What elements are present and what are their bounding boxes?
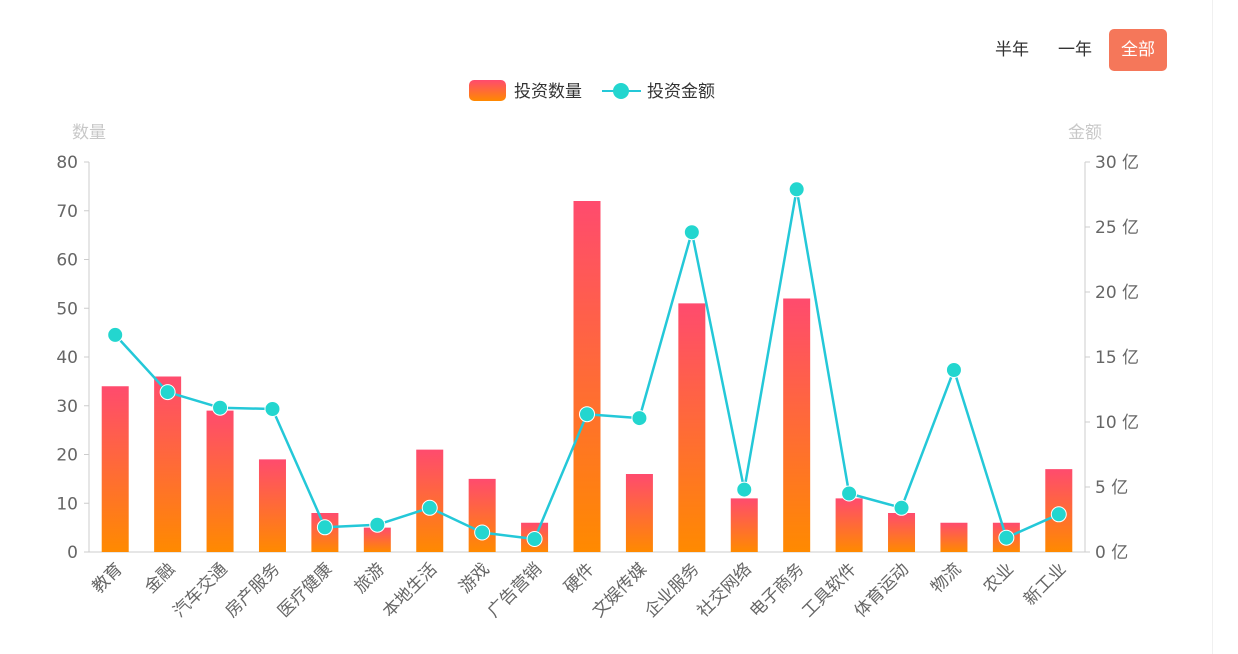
- amount-point: [264, 401, 281, 417]
- amount-point: [107, 326, 124, 343]
- x-tick-label: 新工业: [1020, 559, 1070, 609]
- tab-all[interactable]: 全部: [1109, 29, 1167, 71]
- bar: [783, 298, 811, 552]
- amount-point: [159, 384, 176, 401]
- x-tick-label: 企业服务: [641, 559, 703, 621]
- bar: [940, 522, 968, 552]
- left-tick-label: 60: [56, 251, 78, 271]
- legend-label-count: 投资数量: [514, 82, 582, 102]
- amount-point: [316, 519, 333, 536]
- period-tabs: 半年 一年 全部: [978, 29, 1167, 71]
- amount-point: [841, 485, 858, 502]
- x-tick-label: 广告营销: [484, 559, 546, 621]
- right-axis-name: 金额: [1068, 123, 1102, 143]
- bar: [206, 410, 234, 552]
- x-tick-label: 游戏: [456, 559, 494, 597]
- line-series: [107, 181, 1067, 547]
- amount-point: [212, 399, 229, 416]
- right-tick-label: 15 亿: [1095, 348, 1139, 368]
- legend-item-count[interactable]: 投资数量: [469, 80, 582, 102]
- bar: [468, 478, 496, 552]
- bar: [573, 201, 601, 552]
- right-axis-ticks: 0 亿 5 亿 10 亿 15 亿 20 亿 25 亿 30 亿: [1085, 153, 1139, 563]
- x-tick-label: 农业: [980, 559, 1018, 597]
- legend-bar-swatch: [469, 80, 506, 101]
- amount-point: [736, 481, 753, 498]
- bar: [678, 303, 706, 552]
- tab-half-year[interactable]: 半年: [995, 40, 1029, 60]
- amount-point: [998, 529, 1015, 546]
- legend-point-swatch: [613, 83, 629, 99]
- investment-chart: 投资数量 投资金额 数量 金额 0 10 20 30 40 50 60 70 80 0 亿 5 亿…: [56, 80, 1139, 622]
- amount-point: [631, 410, 648, 427]
- x-tick-label: 物流: [927, 559, 965, 597]
- left-tick-label: 20: [56, 446, 78, 466]
- bar: [888, 513, 916, 552]
- right-tick-label: 20 亿: [1095, 283, 1139, 303]
- tab-one-year[interactable]: 一年: [1058, 40, 1092, 60]
- left-tick-label: 0: [67, 543, 78, 563]
- legend-item-amount[interactable]: 投资金额: [602, 82, 715, 102]
- left-tick-label: 10: [56, 494, 78, 514]
- left-axis-name: 数量: [72, 123, 106, 143]
- x-tick-label: 教育: [89, 559, 127, 597]
- right-tick-label: 5 亿: [1095, 478, 1128, 498]
- x-tick-label: 医疗健康: [274, 559, 336, 621]
- x-tick-label: 文娱传媒: [589, 559, 651, 621]
- left-tick-label: 70: [56, 202, 78, 222]
- amount-point: [893, 499, 910, 516]
- amount-point: [474, 524, 491, 541]
- amount-point: [1050, 506, 1067, 523]
- x-tick-label: 社交网络: [694, 559, 756, 621]
- amount-point: [526, 531, 543, 547]
- bar-series: [101, 201, 1073, 552]
- x-tick-label: 电子商务: [746, 559, 808, 621]
- scrollbar-track[interactable]: [1212, 0, 1238, 654]
- right-tick-label: 25 亿: [1095, 218, 1139, 238]
- bar: [835, 498, 863, 552]
- bar: [154, 376, 182, 552]
- amount-point: [945, 362, 962, 378]
- left-tick-label: 40: [56, 348, 78, 368]
- x-tick-label: 本地生活: [379, 559, 441, 621]
- x-tick-label: 硬件: [560, 559, 598, 597]
- left-tick-label: 50: [56, 299, 78, 319]
- amount-point: [369, 516, 386, 533]
- legend: 投资数量 投资金额: [469, 80, 715, 102]
- x-tick-label: 旅游: [351, 559, 389, 597]
- bar: [258, 459, 286, 552]
- x-tick-label: 工具软件: [798, 559, 860, 621]
- x-tick-label: 汽车交通: [169, 559, 231, 621]
- amount-point: [788, 181, 805, 198]
- left-tick-label: 80: [56, 153, 78, 173]
- left-tick-label: 30: [56, 397, 78, 417]
- bar: [101, 386, 129, 552]
- right-tick-label: 10 亿: [1095, 413, 1139, 433]
- amount-point: [579, 406, 595, 423]
- amount-point: [421, 499, 438, 516]
- bar: [730, 498, 758, 552]
- x-tick-label: 金融: [141, 559, 179, 597]
- x-tick-label: 体育运动: [851, 559, 913, 621]
- bar: [625, 474, 653, 552]
- left-axis-ticks: 0 10 20 30 40 50 60 70 80: [56, 153, 89, 563]
- x-tick-label: 房产服务: [222, 559, 284, 621]
- right-tick-label: 0 亿: [1095, 543, 1128, 563]
- right-tick-label: 30 亿: [1095, 153, 1139, 173]
- legend-label-amount: 投资金额: [647, 82, 715, 102]
- amount-point: [683, 224, 700, 241]
